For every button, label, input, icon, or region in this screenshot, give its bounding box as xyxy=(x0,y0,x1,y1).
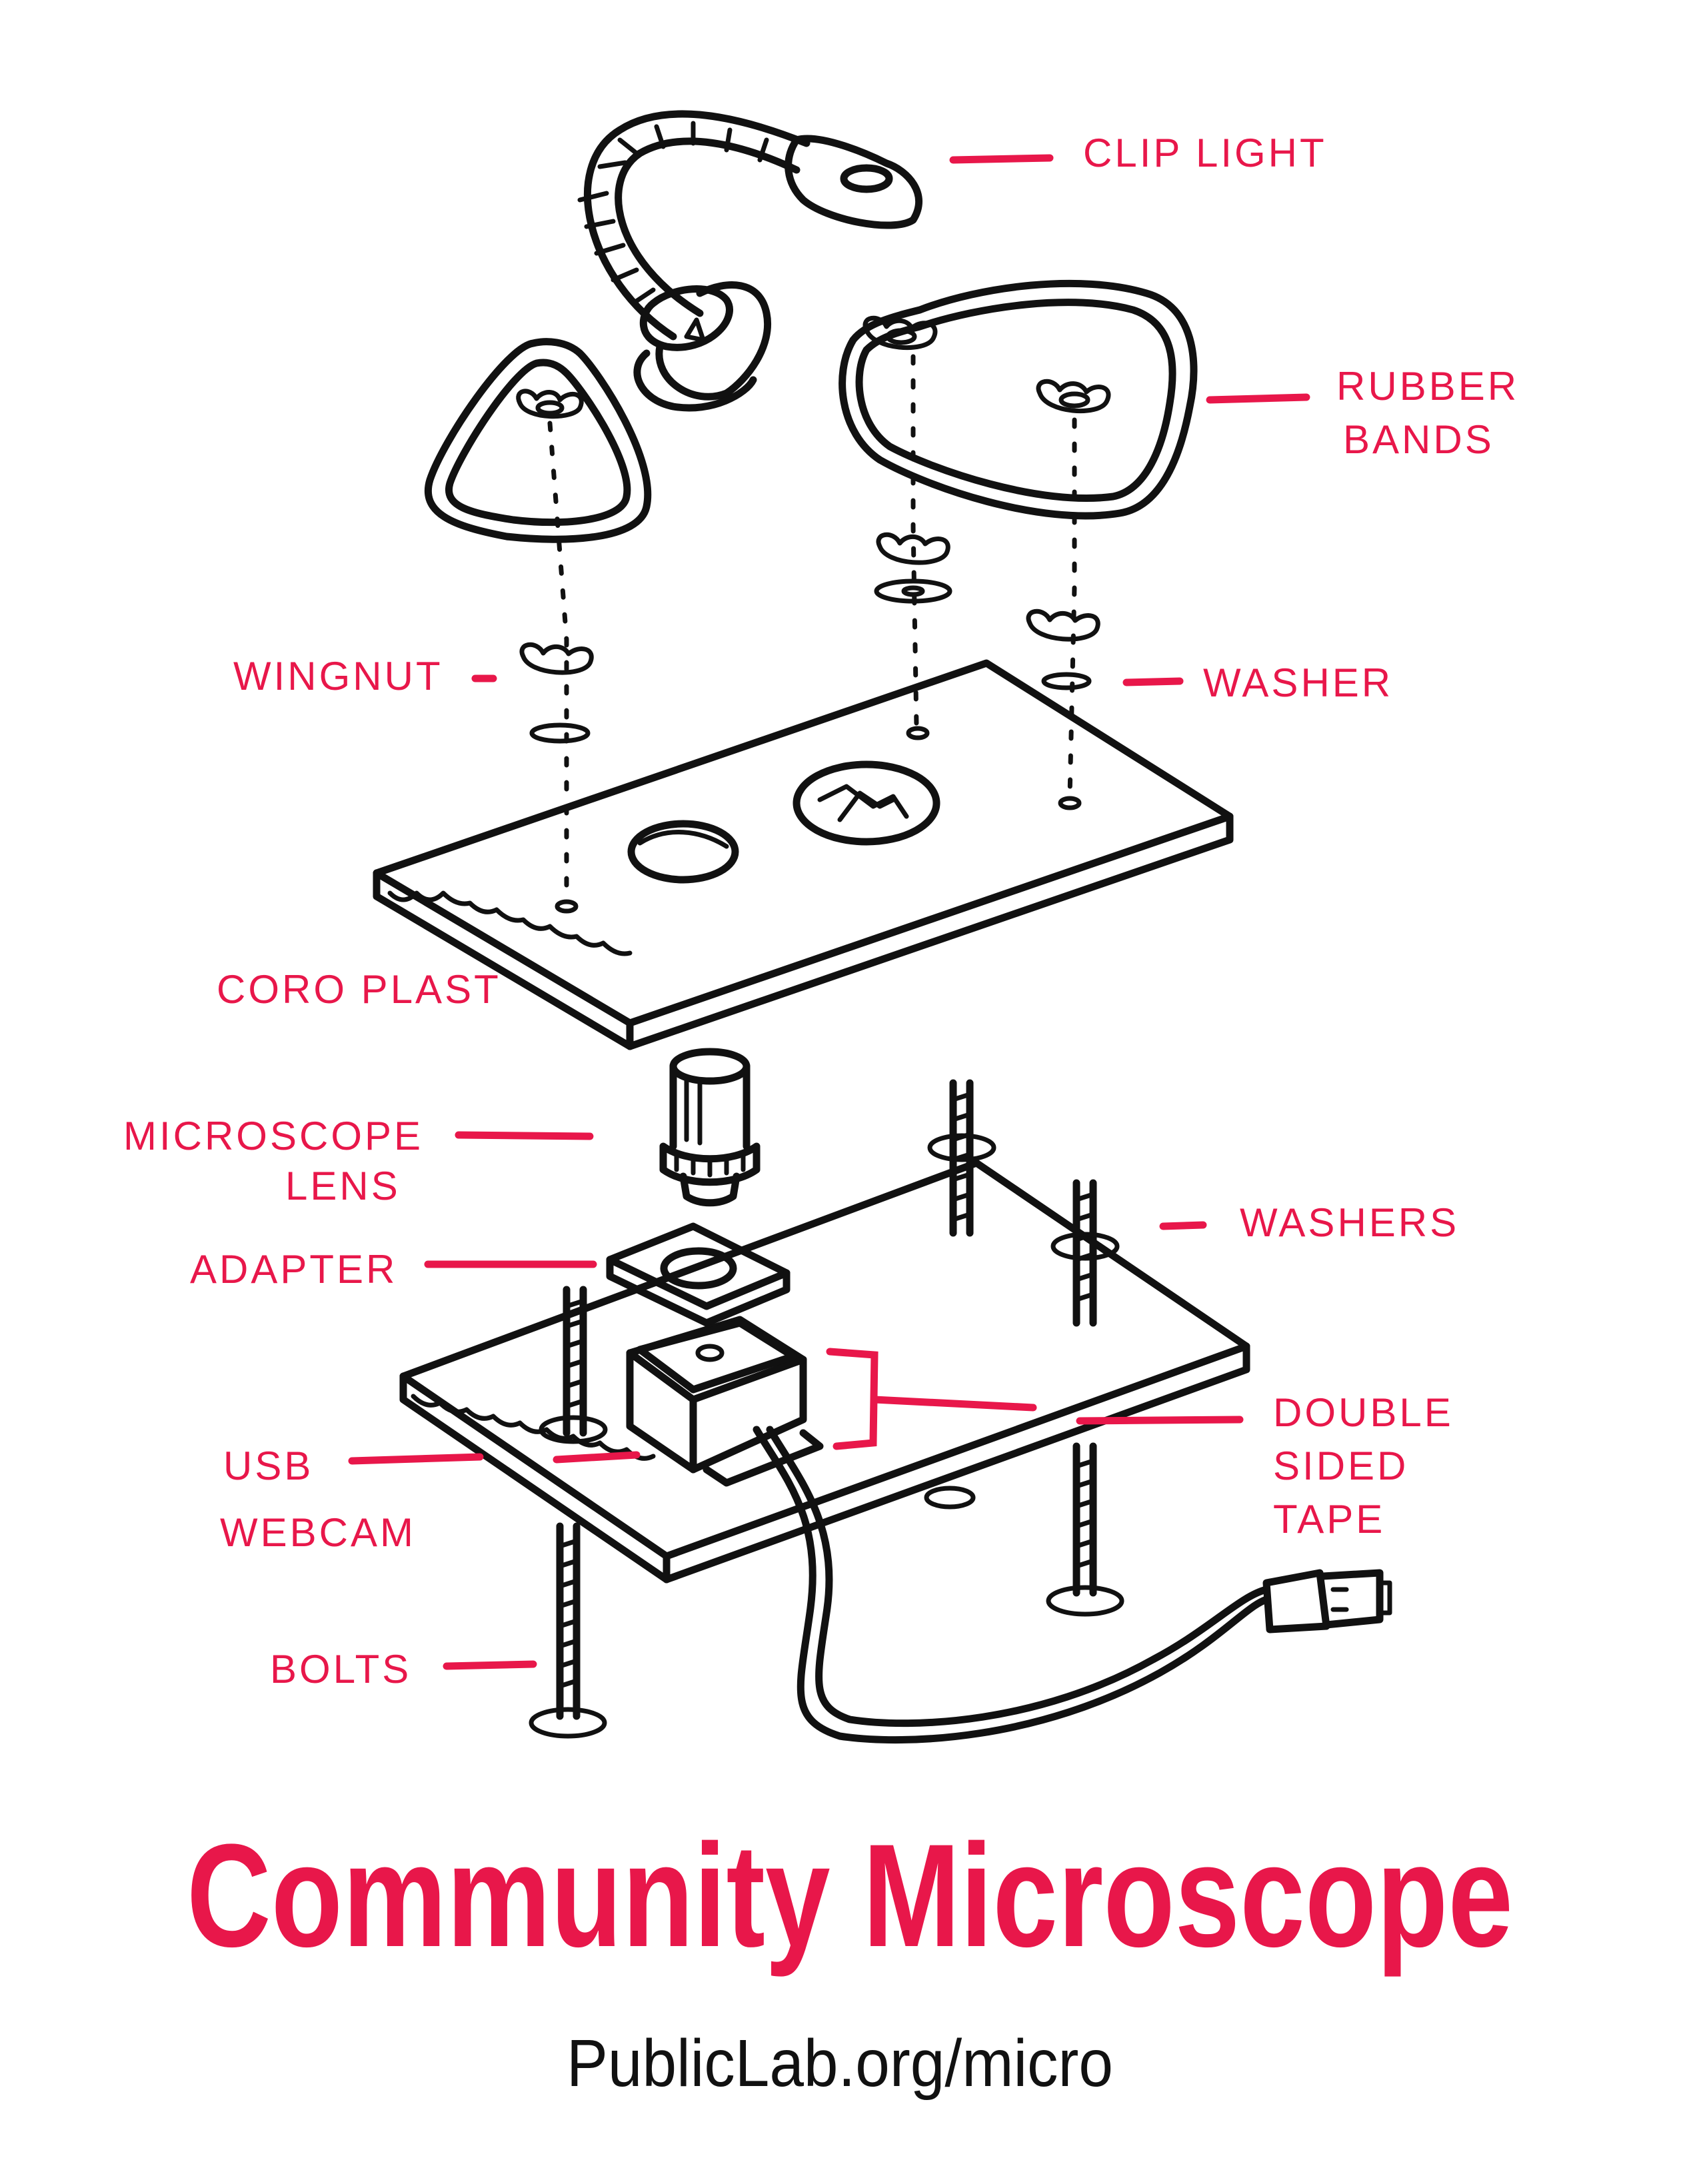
microscope-lens-drawing xyxy=(659,1048,761,1207)
wingnut-mid-top xyxy=(862,315,938,351)
label-rubber-bands: RUBBER xyxy=(1336,364,1519,409)
clip-light-drawing xyxy=(577,110,922,412)
label-clip-light: CLIP LIGHT xyxy=(1083,131,1327,175)
label-coroplast: CORO PLAST xyxy=(217,967,501,1012)
wingnut-right-top xyxy=(1036,379,1111,414)
guide-right xyxy=(1067,417,1077,799)
wingnut-mid-lower xyxy=(874,532,952,604)
label-washers: WASHERS xyxy=(1240,1200,1459,1245)
base-plate xyxy=(399,1159,1250,1584)
label-washer: WASHER xyxy=(1203,660,1393,705)
label-double-sided-tape-2: SIDED xyxy=(1273,1444,1408,1488)
usb-webcam-drawing xyxy=(626,1316,1392,1744)
wingnut-left-top xyxy=(516,389,584,419)
url[interactable]: PublicLab.org/micro xyxy=(567,2026,1113,2101)
label-double-sided-tape: DOUBLE xyxy=(1273,1390,1454,1435)
leader-lines xyxy=(348,154,1310,1670)
guide-mid xyxy=(910,354,919,729)
label-adapter: ADAPTER xyxy=(190,1247,397,1292)
label-usb-webcam: USB xyxy=(223,1444,313,1488)
rubber-band-right xyxy=(839,279,1198,520)
label-microscope-lens: MICROSCOPE xyxy=(123,1114,423,1158)
wingnut-left-lower xyxy=(519,642,594,744)
label-microscope-lens-2: LENS xyxy=(285,1164,401,1208)
bolts xyxy=(529,1079,1124,1739)
adapter-drawing xyxy=(606,1222,791,1327)
label-rubber-bands-2: BANDS xyxy=(1343,417,1494,462)
label-bolts: BOLTS xyxy=(270,1647,411,1691)
guide-left xyxy=(547,421,569,896)
label-usb-webcam-2: WEBCAM xyxy=(220,1510,416,1555)
wingnut-right-lower xyxy=(1026,608,1100,690)
rubber-band-left xyxy=(424,338,652,543)
title: Community Microscope xyxy=(187,1813,1513,1977)
coroplast-plate xyxy=(373,659,1234,1050)
label-double-sided-tape-3: TAPE xyxy=(1273,1497,1385,1542)
label-wingnut: WINGNUT xyxy=(233,654,443,698)
